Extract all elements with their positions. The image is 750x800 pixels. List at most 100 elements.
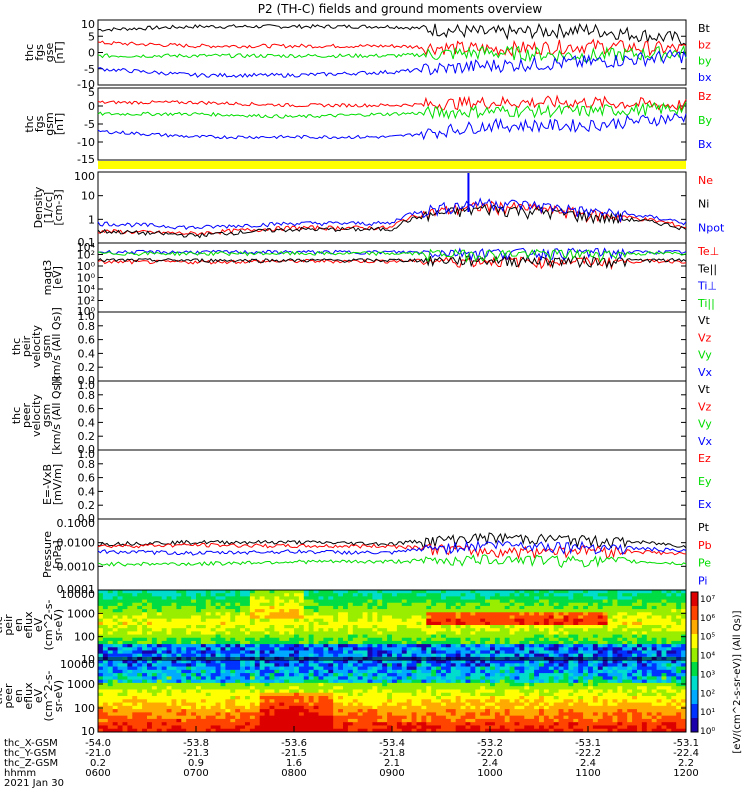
spectrogram-cell bbox=[514, 656, 520, 661]
spectrogram-cell bbox=[279, 712, 285, 717]
spectrogram-cell bbox=[225, 712, 231, 717]
spectrogram-cell bbox=[494, 722, 501, 726]
spectrogram-cell bbox=[220, 634, 226, 639]
spectrogram-cell bbox=[357, 634, 363, 639]
spectrogram-cell bbox=[318, 669, 324, 674]
spectrogram-cell bbox=[426, 656, 432, 661]
spectrogram-cell bbox=[548, 712, 555, 717]
spectrogram-cell bbox=[602, 590, 608, 594]
spectrogram-cell bbox=[343, 709, 349, 713]
spectrogram-cell bbox=[107, 609, 114, 613]
spectrogram-cell bbox=[441, 634, 447, 639]
spectrogram-cell bbox=[186, 609, 192, 613]
spectrogram-cell bbox=[225, 602, 231, 607]
spectrogram-cell bbox=[122, 615, 128, 620]
y-tick-label: 0.4 bbox=[78, 416, 96, 429]
spectrogram-cell bbox=[431, 712, 437, 717]
spectrogram-cell bbox=[622, 599, 628, 604]
spectrogram-cell bbox=[284, 686, 290, 690]
spectrogram-cell bbox=[504, 702, 510, 707]
spectrogram-cell bbox=[563, 696, 569, 700]
spectrogram-cell bbox=[426, 696, 432, 700]
spectrogram-cell bbox=[372, 722, 378, 726]
spectrogram-cell bbox=[563, 634, 569, 639]
spectrogram-cell bbox=[573, 605, 579, 610]
spectrogram-cell bbox=[333, 650, 339, 655]
spectrogram-cell bbox=[171, 725, 177, 730]
spectrogram-cell bbox=[475, 696, 481, 700]
spectrogram-cell bbox=[548, 722, 555, 726]
spectrogram-cell bbox=[269, 689, 275, 694]
spectrogram-cell bbox=[656, 590, 662, 594]
spectrogram-cell bbox=[411, 612, 417, 616]
spectrogram-cell bbox=[490, 609, 496, 613]
spectrogram-cell bbox=[612, 612, 618, 616]
spectrogram-cell bbox=[671, 602, 677, 607]
spectrogram-cell bbox=[524, 728, 530, 733]
spectrogram-cell bbox=[98, 725, 104, 730]
spectrogram-cell bbox=[377, 596, 383, 600]
spectrogram-cell bbox=[612, 605, 618, 610]
spectrogram-cell bbox=[387, 618, 393, 623]
spectrogram-cell bbox=[117, 709, 123, 713]
spectrogram-cell bbox=[445, 718, 452, 723]
spectrogram-cell bbox=[396, 715, 403, 720]
spectrogram-cell bbox=[122, 666, 128, 671]
spectrogram-cell bbox=[588, 615, 594, 620]
spectrogram-cell bbox=[343, 676, 349, 681]
spectrogram-cell bbox=[441, 647, 447, 651]
spectrogram-cell bbox=[230, 715, 236, 720]
spectrogram-cell bbox=[470, 669, 476, 674]
spectrogram-cell bbox=[200, 718, 207, 723]
spectrogram-cell bbox=[333, 628, 339, 632]
spectrogram-cell bbox=[328, 644, 334, 648]
spectrogram-cell bbox=[308, 602, 314, 607]
spectrogram-cell bbox=[205, 663, 212, 667]
spectrogram-cell bbox=[357, 602, 363, 607]
spectrogram-cell bbox=[617, 656, 623, 661]
spectrogram-cell bbox=[406, 590, 412, 594]
spectrogram-cell bbox=[328, 631, 334, 635]
spectrogram-cell bbox=[147, 673, 153, 677]
spectrogram-cell bbox=[230, 718, 236, 723]
spectrogram-cell bbox=[470, 689, 476, 694]
spectrogram-cell bbox=[592, 644, 599, 648]
spectrogram-cell bbox=[196, 605, 202, 610]
spectrogram-cell bbox=[259, 673, 265, 677]
spectrogram-cell bbox=[210, 593, 216, 597]
spectrogram-cell bbox=[455, 593, 461, 597]
spectrogram-cell bbox=[441, 715, 447, 720]
spectrogram-cell bbox=[338, 599, 344, 604]
spectrogram-cell bbox=[382, 673, 388, 677]
spectrogram-cell bbox=[156, 634, 163, 639]
spectrogram-cell bbox=[328, 628, 334, 632]
spectrogram-cell bbox=[666, 653, 672, 658]
spectrogram-cell bbox=[230, 631, 236, 635]
spectrogram-cell bbox=[514, 692, 520, 697]
spectrogram-cell bbox=[529, 725, 535, 730]
spectrogram-cell bbox=[480, 682, 486, 687]
spectrogram-cell bbox=[294, 650, 300, 655]
spectrogram-cell bbox=[539, 644, 545, 648]
spectrogram-cell bbox=[112, 640, 118, 645]
spectrogram-cell bbox=[563, 669, 569, 674]
spectrogram-cell bbox=[607, 634, 613, 639]
spectrogram-cell bbox=[534, 634, 540, 639]
spectrogram-cell bbox=[543, 640, 550, 645]
spectrogram-cell bbox=[617, 618, 623, 623]
spectrogram-cell bbox=[588, 621, 594, 626]
spectrogram-cell bbox=[215, 593, 221, 597]
spectrogram-cell bbox=[166, 673, 172, 677]
spectrogram-cell bbox=[465, 660, 471, 664]
spectrogram-cell bbox=[681, 628, 687, 632]
spectrogram-cell bbox=[455, 718, 461, 723]
spectrogram-cell bbox=[617, 650, 623, 655]
spectrogram-cell bbox=[235, 605, 241, 610]
series-line-Ne bbox=[97, 200, 687, 237]
spectrogram-cell bbox=[421, 605, 427, 610]
spectrogram-cell bbox=[176, 628, 182, 632]
spectrogram-cell bbox=[421, 660, 427, 664]
spectrogram-cell bbox=[406, 602, 412, 607]
spectrogram-cell bbox=[254, 712, 261, 717]
spectrogram-cell bbox=[303, 590, 310, 594]
